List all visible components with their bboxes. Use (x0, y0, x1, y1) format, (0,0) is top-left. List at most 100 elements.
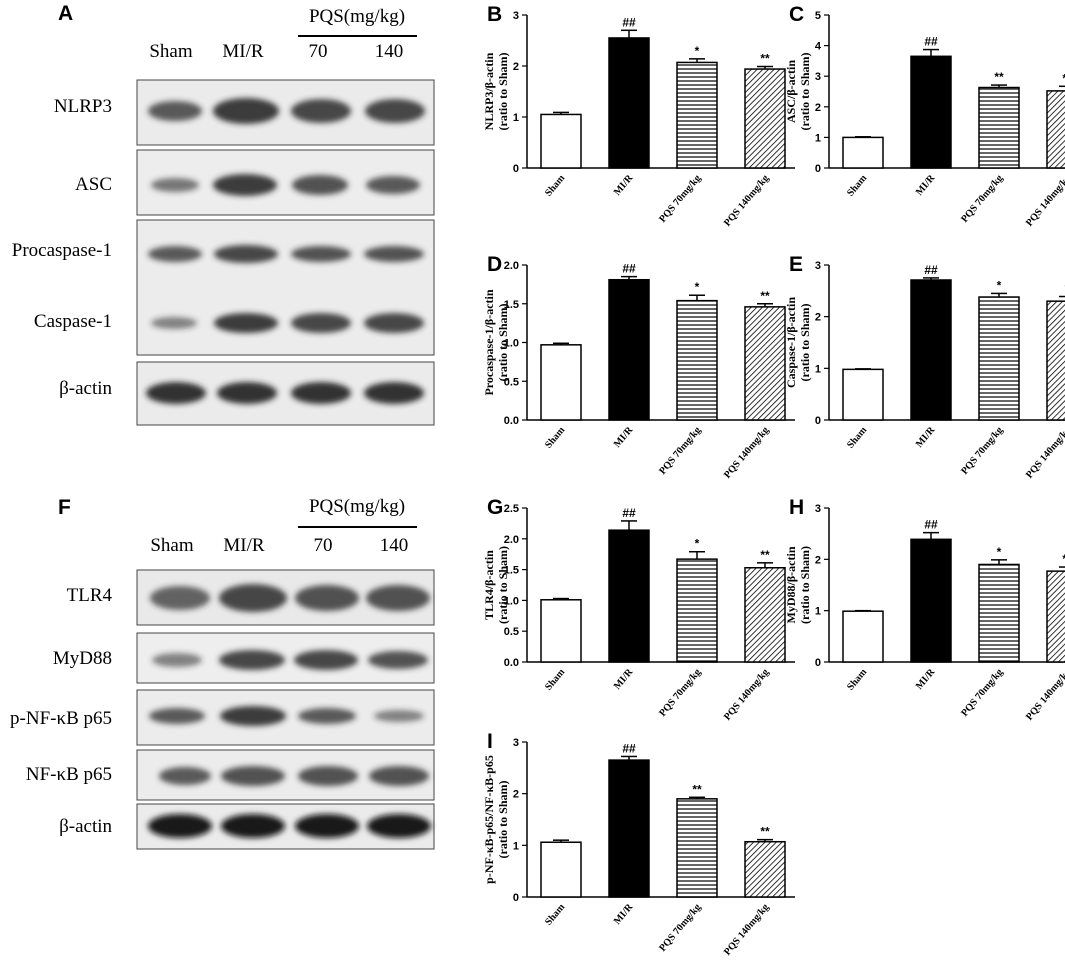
significance-mark: ** (760, 825, 770, 839)
significance-mark: ## (622, 741, 636, 755)
x-tick-label: MI/R (612, 172, 636, 198)
chart-i: I 0 1 2 3p-NF-κB-p65/NF-κB-p65(ratio to Sham… (482, 730, 795, 958)
protein-label: β-actin (59, 816, 112, 837)
y-tick-label: 0.5 (504, 376, 519, 388)
significance-mark: ** (1062, 71, 1065, 85)
y-tick-label: 2 (815, 312, 821, 324)
x-tick-label: MI/R (612, 424, 636, 450)
bar (540, 599, 582, 663)
treatment-label: PQS(mg/kg) (309, 496, 405, 517)
bar (978, 563, 1020, 663)
blot-bands (146, 382, 424, 404)
panel-letter: D (487, 253, 502, 276)
x-tick-label: MI/R (612, 901, 636, 927)
y-tick-label: 0 (815, 657, 821, 669)
y-axis-label: MyD88/β-actin(ratio to Sham) (784, 546, 812, 624)
protein-label: TLR4 (67, 585, 113, 606)
y-tick-label: 1 (815, 606, 821, 618)
bar (676, 61, 718, 169)
x-tick-label: PQS 70mg/kg (657, 667, 703, 719)
y-axis-label: NLRP3/β-actin(ratio to Sham) (482, 52, 510, 130)
protein-label: NF-κB p65 (26, 764, 112, 785)
bar (744, 840, 786, 898)
y-axis-label: Procaspase-1/β-actin(ratio to Sham) (482, 289, 510, 395)
x-tick-label: PQS 140mg/kg (1024, 667, 1065, 723)
y-tick-label: 2.5 (504, 503, 519, 515)
bar (910, 279, 952, 421)
panel-letter: H (789, 496, 804, 519)
bar (540, 344, 582, 421)
y-tick-label: 1.0 (504, 595, 519, 607)
bar (540, 113, 582, 169)
panel-letter: G (487, 496, 503, 519)
lane-label: MI/R (222, 41, 264, 62)
blot-bands (150, 584, 430, 612)
x-tick-label: PQS 140mg/kg (1024, 173, 1065, 229)
y-tick-label: 2 (513, 61, 519, 73)
significance-mark: * (997, 545, 1002, 559)
x-tick-label: PQS 140mg/kg (722, 902, 771, 958)
x-tick-label: PQS 70mg/kg (657, 173, 703, 225)
x-tick-label: PQS 70mg/kg (959, 173, 1005, 225)
y-tick-label: 1 (815, 132, 821, 144)
x-tick-label: Sham (543, 172, 568, 198)
significance-mark: ## (924, 263, 938, 277)
y-tick-label: 1.0 (504, 338, 519, 350)
x-tick-label: MI/R (612, 666, 636, 692)
protein-label: ASC (75, 174, 112, 195)
panel-letter: E (789, 253, 803, 276)
chart-d: D 0.0 0.5 1.0 1.5 2.0 Procaspase-1/β-actin(rat… (482, 253, 795, 481)
bar-charts: B 0 1 2 3 NLRP3/β-actin(ratio to Sham) Sham ## M… (482, 3, 1065, 958)
x-tick-label: PQS 140mg/kg (722, 667, 771, 723)
y-tick-label: 2 (513, 789, 519, 801)
x-tick-label: PQS 140mg/kg (722, 173, 771, 229)
y-tick-label: 3 (513, 10, 519, 22)
x-tick-label: Sham (845, 172, 870, 198)
y-tick-label: 2.0 (504, 260, 519, 272)
lane-label: 70 (314, 535, 333, 556)
y-tick-label: 1 (815, 363, 821, 375)
lane-label: Sham (149, 41, 193, 62)
x-tick-label: PQS 70mg/kg (959, 667, 1005, 719)
protein-label: NLRP3 (54, 96, 112, 117)
bar (676, 299, 718, 421)
significance-mark: ** (994, 70, 1004, 84)
x-tick-label: PQS 140mg/kg (722, 425, 771, 481)
y-tick-label: 3 (513, 737, 519, 749)
chart-h: H 0 1 2 3 MyD88/β-actin(ratio to Sham) Sham ## M… (784, 496, 1065, 723)
blot-strip (136, 219, 435, 356)
x-tick-label: PQS 70mg/kg (657, 425, 703, 477)
treatment-label: PQS(mg/kg) (309, 6, 405, 27)
x-tick-label: MI/R (914, 172, 938, 198)
significance-mark: ## (622, 262, 636, 276)
y-axis-label: TLR4/β-actin(ratio to Sham) (482, 546, 510, 624)
bar (978, 86, 1020, 169)
bar (540, 841, 582, 898)
y-tick-label: 0 (815, 415, 821, 427)
blot-bands (159, 766, 429, 786)
x-tick-label: MI/R (914, 424, 938, 450)
bar (1046, 90, 1065, 169)
x-tick-label: MI/R (914, 666, 938, 692)
lane-label: Sham (150, 535, 194, 556)
bar (842, 136, 884, 169)
bar (744, 567, 786, 663)
blot-bands (148, 98, 425, 124)
bar (978, 296, 1020, 421)
bar (608, 759, 650, 898)
lane-label: MI/R (223, 535, 265, 556)
y-tick-label: 0 (513, 892, 519, 904)
y-axis-label: ASC/β-actin(ratio to Sham) (784, 53, 812, 131)
significance-mark: ** (760, 289, 770, 303)
y-tick-label: 0.0 (504, 415, 519, 427)
y-tick-label: 0.5 (504, 626, 519, 638)
blot-bands (152, 650, 428, 670)
significance-mark: ** (692, 782, 702, 796)
x-tick-label: Sham (543, 666, 568, 692)
bar (744, 306, 786, 421)
y-axis-label: p-NF-κB-p65/NF-κB-p65(ratio to Sham) (482, 755, 510, 884)
significance-mark: ** (1062, 552, 1065, 566)
bar (676, 798, 718, 898)
significance-mark: ## (924, 518, 938, 532)
significance-mark: * (695, 44, 700, 58)
